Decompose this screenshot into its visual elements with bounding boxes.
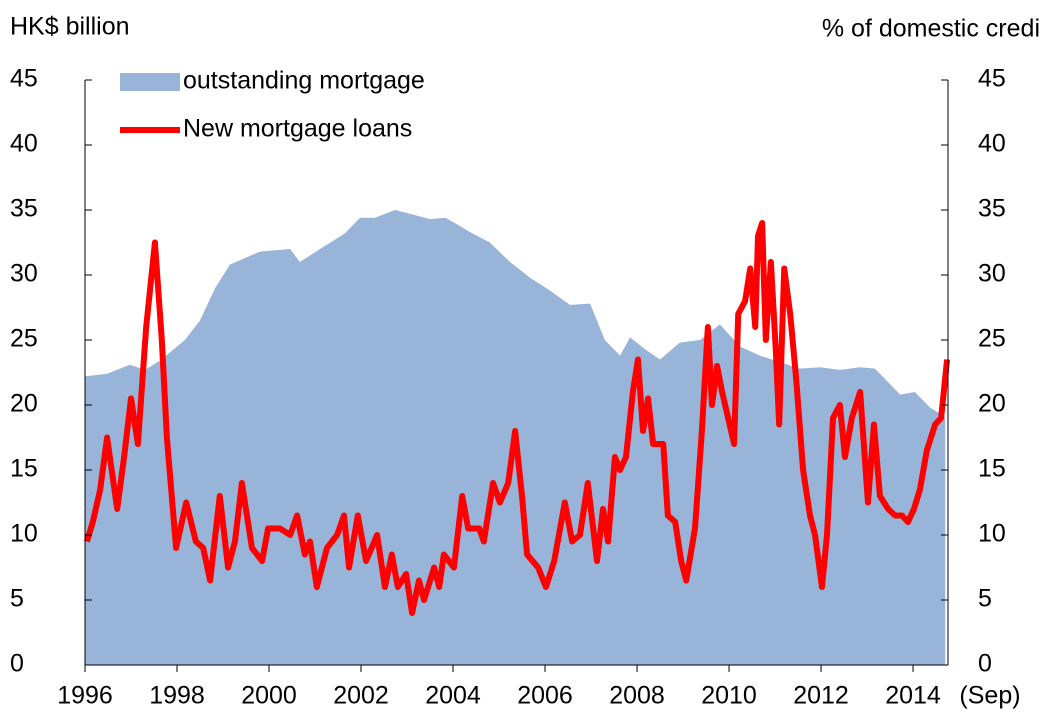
y-tick-label: 0 (10, 650, 24, 678)
legend-swatch (120, 73, 180, 91)
y2-tick-label: 40 (978, 130, 1006, 158)
y2-tick-label: 45 (978, 65, 1006, 93)
x-tick-label: 2010 (701, 682, 757, 710)
y2-tick-label: 15 (978, 455, 1006, 483)
y2-tick-label: 35 (978, 195, 1006, 223)
x-tick-label: 2012 (793, 682, 849, 710)
x-tick-label: 2006 (517, 682, 573, 710)
y-tick-label: 35 (10, 195, 38, 223)
y2-tick-label: 0 (978, 650, 992, 678)
y-tick-label: 15 (10, 455, 38, 483)
y-tick-label: 40 (10, 130, 38, 158)
legend-label: outstanding mortgage (183, 67, 425, 95)
x-tick-label: 1996 (57, 682, 113, 710)
y-tick-label: 45 (10, 65, 38, 93)
y-tick-label: 25 (10, 325, 38, 353)
y2-tick-label: 20 (978, 390, 1006, 418)
y-tick-label: 5 (10, 585, 24, 613)
y2-tick-label: 5 (978, 585, 992, 613)
y-tick-label: 10 (10, 520, 38, 548)
legend-label: New mortgage loans (183, 115, 412, 143)
y2-tick-label: 25 (978, 325, 1006, 353)
y-tick-label: 30 (10, 260, 38, 288)
x-tick-label: 2000 (241, 682, 297, 710)
y-axis-label: HK$ billion (10, 13, 130, 41)
x-tick-label: 2014 (885, 682, 941, 710)
y2-tick-label: 10 (978, 520, 1006, 548)
x-tick-label: 2002 (333, 682, 389, 710)
y-tick-label: 20 (10, 390, 38, 418)
x-tick-label: 2008 (609, 682, 665, 710)
x-tick-label: 1998 (149, 682, 205, 710)
y2-tick-label: 30 (978, 260, 1006, 288)
x-annotation: (Sep) (959, 682, 1020, 710)
x-tick-label: 2004 (425, 682, 481, 710)
line (83, 220, 951, 616)
y2-axis-label: % of domestic credi (822, 15, 1040, 43)
